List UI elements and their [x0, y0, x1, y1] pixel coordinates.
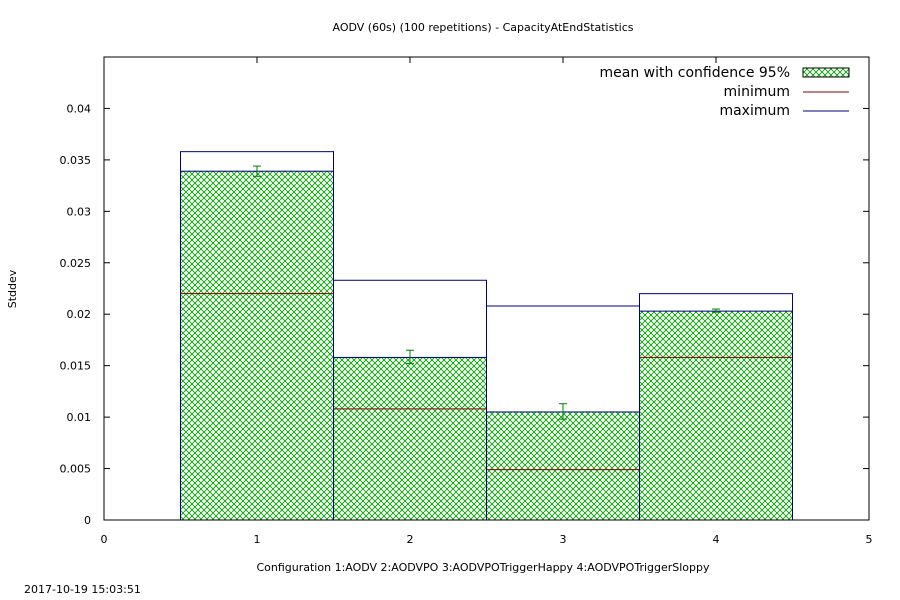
y-tick-label: 0.01 [67, 411, 92, 424]
timestamp: 2017-10-19 15:03:51 [24, 583, 141, 596]
plot-area: 0 0.005 0.01 0.015 0.02 0.025 0.03 0.035 0.04 0 1 2… [60, 57, 873, 546]
x-tick-label: 2 [407, 533, 414, 546]
y-tick-label: 0.03 [67, 205, 92, 218]
legend-label-maximum: maximum [719, 103, 790, 119]
y-tick-label: 0 [84, 514, 91, 527]
x-tick-label: 4 [713, 533, 720, 546]
x-tick-label: 0 [101, 533, 108, 546]
mean-bar [486, 411, 640, 521]
y-axis-label: Stddev [6, 269, 19, 308]
y-tick-label: 0.005 [60, 463, 92, 476]
mean-bar [333, 356, 487, 521]
mean-bar [180, 170, 334, 521]
y-tick-label: 0.015 [60, 360, 92, 373]
y-tick-label: 0.04 [67, 102, 92, 115]
chart-title: AODV (60s) (100 repetitions) - CapacityA… [332, 21, 633, 34]
plot-frame [103, 56, 870, 521]
legend-swatch-mean [802, 67, 850, 78]
legend-label-minimum: minimum [724, 84, 790, 100]
x-tick-label: 5 [866, 533, 873, 546]
x-tick-label: 1 [254, 533, 261, 546]
legend: mean with confidence 95% minimum maximum [599, 65, 850, 119]
x-axis-label: Configuration 1:AODV 2:AODVPO 3:AODVPOTr… [256, 561, 710, 574]
y-tick-label: 0.02 [67, 308, 92, 321]
y-tick-label: 0.025 [60, 257, 92, 270]
y-tick-label: 0.035 [60, 154, 92, 167]
mean-bar [639, 310, 793, 521]
legend-label-mean: mean with confidence 95% [599, 65, 790, 81]
x-tick-label: 3 [560, 533, 567, 546]
